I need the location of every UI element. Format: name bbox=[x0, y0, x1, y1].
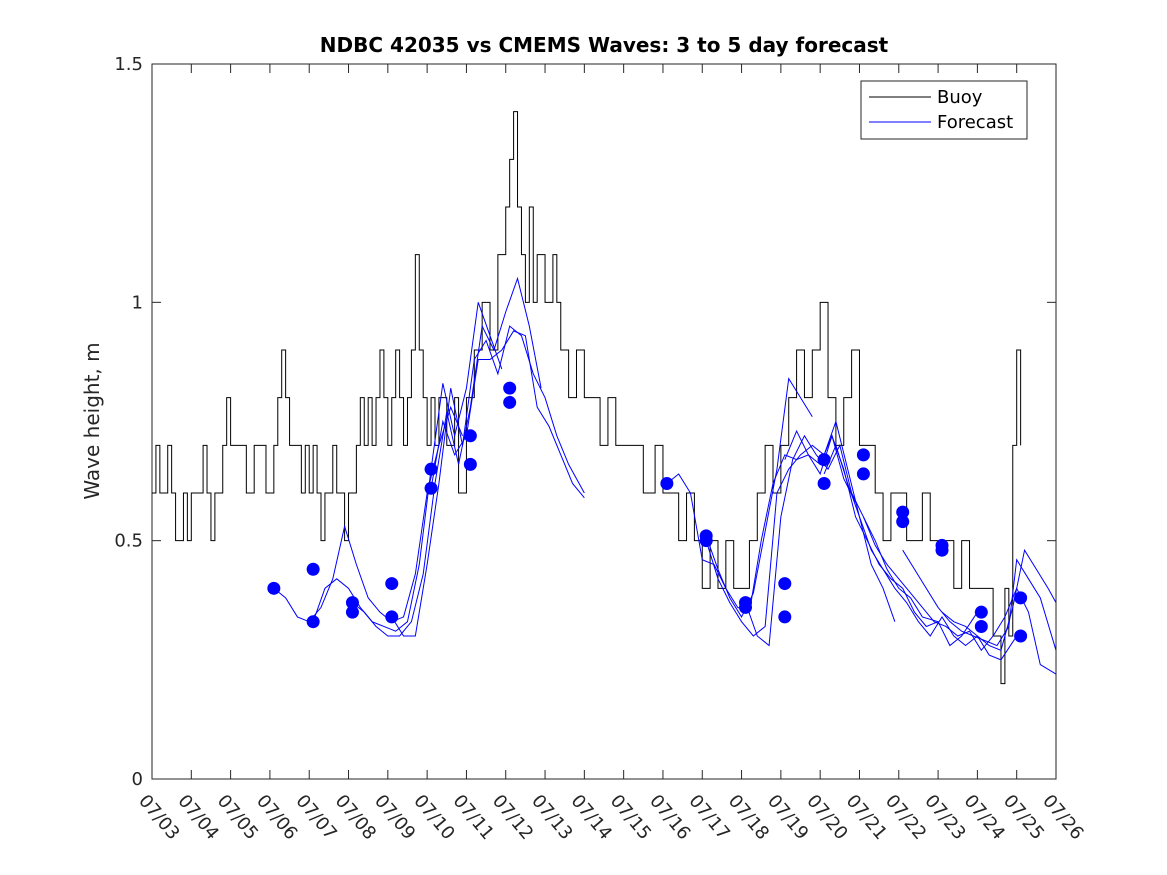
forecast-start-marker bbox=[306, 562, 320, 576]
forecast-start-marker bbox=[778, 577, 792, 591]
forecast-start-marker bbox=[778, 610, 792, 624]
forecast-start-marker bbox=[1014, 591, 1028, 605]
forecast-start-marker bbox=[896, 515, 910, 529]
forecast-series-line bbox=[430, 330, 585, 499]
forecast-series-line bbox=[745, 434, 939, 647]
forecast-start-marker bbox=[856, 467, 870, 481]
forecast-start-marker bbox=[267, 581, 281, 595]
legend-box bbox=[860, 80, 1028, 140]
forecast-start-marker bbox=[503, 395, 517, 409]
forecast-start-marker bbox=[935, 543, 949, 557]
forecast-start-marker bbox=[306, 615, 320, 629]
forecast-start-marker bbox=[385, 610, 399, 624]
forecast-start-marker bbox=[974, 605, 988, 619]
forecast-series-line bbox=[391, 325, 585, 637]
y-tick-label: 1.5 bbox=[114, 54, 143, 75]
legend-label: Forecast bbox=[937, 112, 1013, 133]
chart-title: NDBC 42035 vs CMEMS Waves: 3 to 5 day fo… bbox=[320, 33, 889, 57]
forecast-series-line bbox=[273, 405, 463, 623]
y-tick-label: 1 bbox=[132, 292, 143, 313]
forecast-series-line bbox=[705, 377, 813, 618]
buoy-series-line bbox=[152, 111, 1022, 685]
y-tick-label: 0 bbox=[132, 769, 143, 790]
forecast-start-marker bbox=[345, 605, 359, 619]
forecast-series-line bbox=[312, 302, 503, 632]
axes-box bbox=[151, 63, 1057, 780]
forecast-series-line bbox=[823, 443, 1018, 661]
forecast-start-marker bbox=[896, 505, 910, 519]
forecast-start-marker bbox=[385, 577, 399, 591]
forecast-start-marker bbox=[817, 476, 831, 490]
forecast-start-marker bbox=[463, 457, 477, 471]
y-axis-label: Wave height, m bbox=[80, 342, 104, 499]
forecast-start-marker bbox=[738, 600, 752, 614]
forecast-series-line bbox=[352, 276, 542, 637]
legend-label: Buoy bbox=[937, 87, 983, 108]
forecast-start-marker bbox=[660, 476, 674, 490]
data-layer bbox=[152, 111, 1056, 685]
forecast-start-marker bbox=[424, 481, 438, 495]
forecast-start-marker bbox=[817, 453, 831, 467]
forecast-start-marker bbox=[856, 448, 870, 462]
forecast-series-line bbox=[902, 549, 1056, 651]
forecast-series-line bbox=[784, 429, 978, 647]
y-tick-label: 0.5 bbox=[114, 531, 143, 552]
forecast-start-marker bbox=[424, 462, 438, 476]
forecast-start-marker bbox=[503, 381, 517, 395]
forecast-start-marker bbox=[974, 619, 988, 633]
forecast-start-marker bbox=[345, 596, 359, 610]
forecast-start-marker bbox=[699, 534, 713, 548]
forecast-start-marker bbox=[1014, 629, 1028, 643]
forecast-series-line bbox=[941, 548, 1056, 651]
forecast-start-marker bbox=[463, 429, 477, 443]
plot-area: 00.511.507/0307/0407/0507/0607/0707/0807… bbox=[114, 54, 1087, 844]
